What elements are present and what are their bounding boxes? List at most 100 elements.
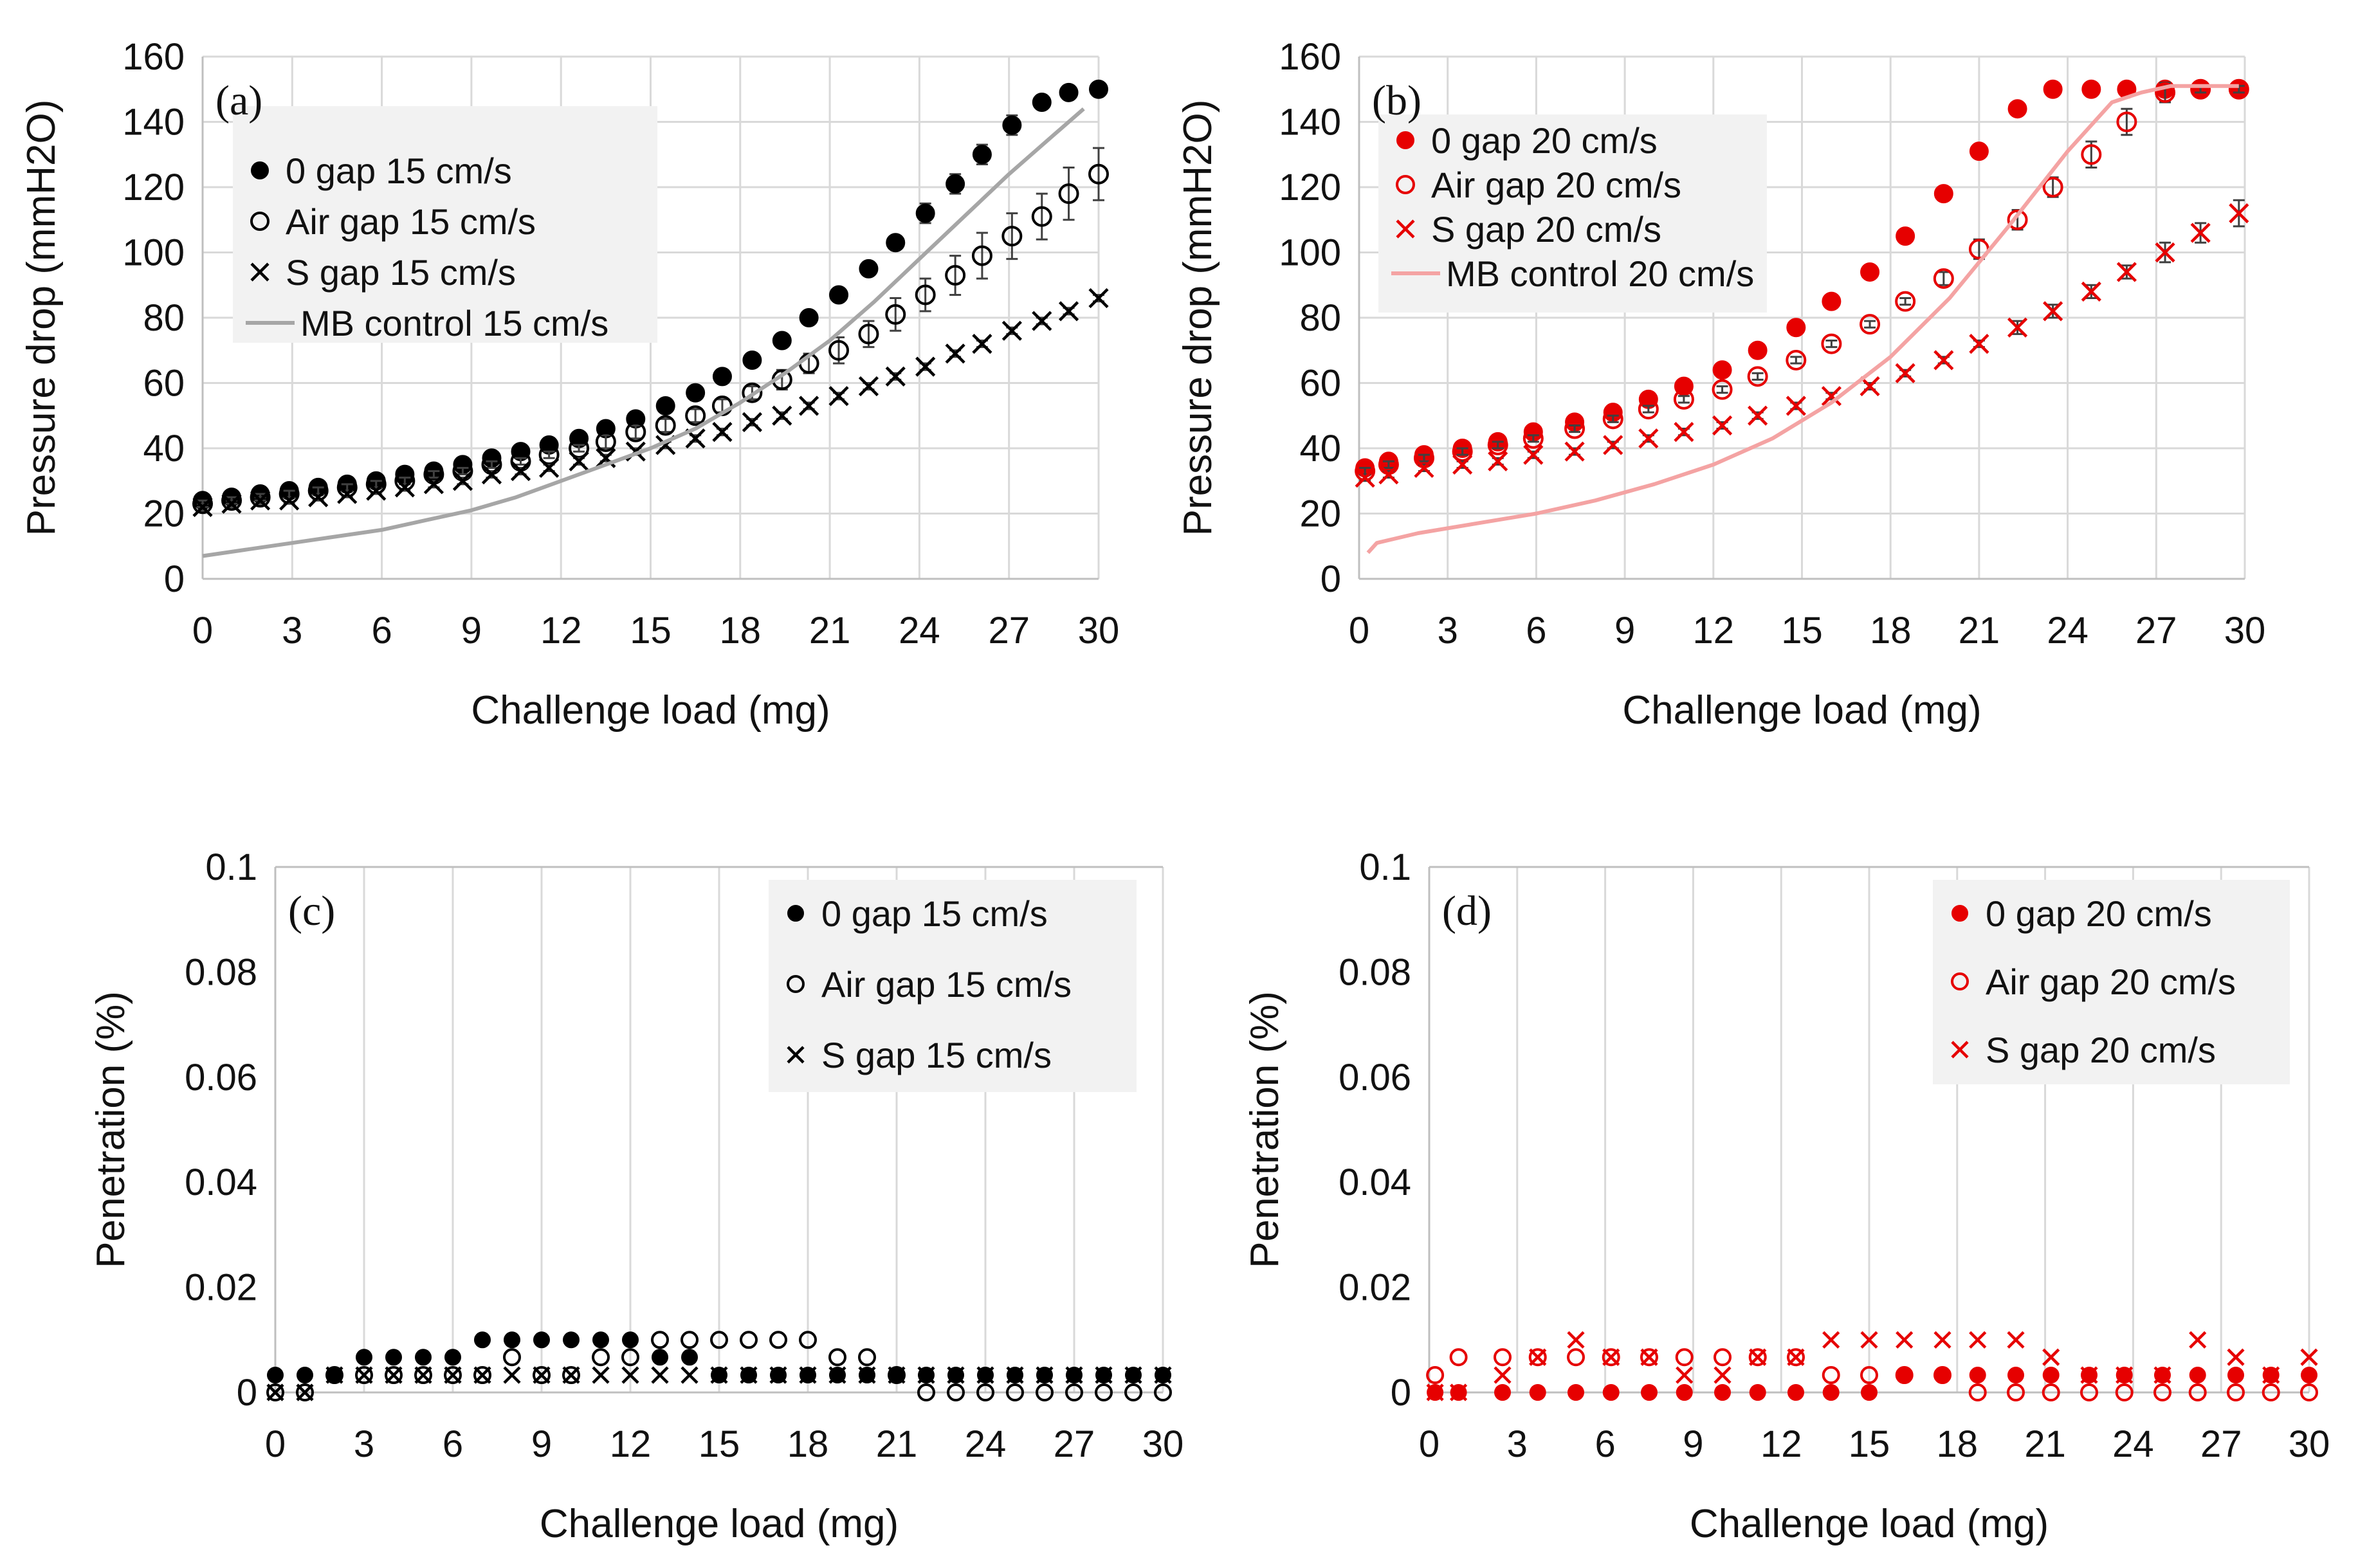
data-point — [712, 367, 732, 387]
data-point-stroke — [481, 464, 502, 485]
data-point — [1567, 1331, 1585, 1349]
data-point — [769, 1366, 787, 1384]
legend-marker — [787, 1046, 805, 1064]
data-point — [1860, 314, 1881, 335]
data-point — [2116, 262, 2137, 282]
data-point — [2227, 1367, 2244, 1384]
data-point — [2227, 1348, 2245, 1366]
data-point — [1564, 418, 1586, 439]
data-point — [563, 1331, 580, 1349]
data-point — [655, 415, 676, 436]
data-point — [510, 460, 531, 482]
data-point — [1786, 318, 1806, 338]
data-point — [681, 1331, 699, 1349]
data-point — [250, 487, 271, 508]
data-point — [444, 1366, 462, 1384]
data-point — [279, 490, 300, 511]
series-x — [266, 1366, 1172, 1401]
data-point-stroke — [1749, 1348, 1767, 1366]
data-point — [385, 1366, 403, 1384]
data-point-stroke — [828, 386, 849, 406]
data-point — [1449, 1348, 1468, 1367]
legend-marker — [251, 161, 269, 179]
data-point — [325, 1366, 343, 1384]
data-point — [250, 490, 271, 511]
legend-box — [769, 880, 1137, 1092]
x-tick-label: 24 — [2047, 610, 2088, 652]
x-tick-label: 9 — [461, 610, 482, 652]
data-point — [1969, 1367, 1986, 1384]
data-point — [1426, 1383, 1444, 1401]
data-point — [2262, 1383, 2280, 1401]
data-point — [1006, 1383, 1024, 1401]
data-point — [799, 396, 819, 416]
data-point — [1452, 454, 1473, 475]
data-point — [2189, 1367, 2206, 1384]
y-tick-label: 0.04 — [1339, 1162, 1411, 1203]
data-point — [221, 490, 242, 511]
data-point-stroke — [1822, 1331, 1840, 1349]
data-point — [1712, 379, 1733, 400]
data-point-stroke — [473, 1366, 491, 1384]
data-point — [740, 1331, 758, 1349]
y-tick-label: 0.08 — [185, 951, 257, 993]
x-tick-label: 12 — [1760, 1423, 1802, 1465]
x-tick-label: 0 — [1349, 610, 1369, 652]
data-point — [1714, 1348, 1732, 1367]
data-point — [2007, 1367, 2024, 1384]
legend-marker-stroke — [1951, 1041, 1969, 1059]
data-point-stroke — [1058, 301, 1079, 322]
data-point-stroke — [1378, 464, 1399, 485]
data-point — [1675, 1348, 1694, 1367]
x-tick-label: 24 — [899, 610, 940, 652]
data-point — [385, 1349, 402, 1366]
x-tick-label: 0 — [192, 610, 213, 652]
data-point-stroke — [1787, 1348, 1805, 1366]
x-tick-label: 15 — [630, 610, 672, 652]
y-tick-label: 0.02 — [185, 1267, 257, 1309]
data-point — [885, 304, 906, 325]
data-point-stroke — [562, 1366, 580, 1384]
y-tick-label: 0.1 — [205, 846, 257, 888]
x-tick-label: 27 — [2135, 610, 2177, 652]
legend: 0 gap 15 cm/s Air gap 15 cm/s S gap 15 cm/… — [233, 106, 657, 343]
x-tick-label: 24 — [2112, 1423, 2154, 1465]
data-point — [297, 1367, 313, 1384]
data-point — [325, 1366, 343, 1385]
legend-marker — [1951, 1041, 1969, 1059]
y-tick-label: 60 — [1299, 363, 1341, 405]
data-point-stroke — [1602, 1348, 1620, 1366]
data-point — [415, 1349, 432, 1366]
y-tick-label: 100 — [122, 232, 185, 274]
data-point — [2081, 79, 2101, 99]
legend-box — [233, 106, 657, 343]
data-point — [1969, 334, 1989, 354]
panel-label: (d) — [1442, 888, 1492, 934]
data-point — [1676, 1366, 1694, 1384]
data-point — [355, 1366, 373, 1385]
data-point-stroke — [685, 428, 706, 449]
data-point — [2007, 317, 2028, 338]
data-point — [592, 1348, 610, 1367]
data-point-stroke — [858, 1366, 876, 1384]
legend-label: Air gap 20 cm/s — [1431, 165, 1681, 205]
legend-box — [1378, 114, 1767, 313]
panel-d: 0 3 6 9 12 15 18 21 24 27 30 0 0.02 0.04 0.06 0.08 0.1 Ch… — [1243, 846, 2330, 1546]
legend-marker — [1951, 905, 1968, 922]
data-point — [651, 1331, 669, 1349]
x-tick-label: 27 — [1054, 1423, 1095, 1465]
data-point — [1822, 1331, 1840, 1349]
data-point-stroke — [221, 493, 242, 514]
data-point — [1822, 291, 1842, 311]
legend-label: Air gap 15 cm/s — [286, 201, 536, 242]
data-point — [221, 493, 242, 514]
data-point — [1095, 1366, 1113, 1384]
data-point — [1896, 1331, 1914, 1349]
x-axis-title: Challenge load (mg) — [471, 688, 830, 733]
data-point — [266, 1383, 284, 1401]
x-tick-label: 30 — [1078, 610, 1120, 652]
data-point — [685, 405, 706, 426]
x-tick-label: 9 — [1683, 1423, 1703, 1465]
legend-label: S gap 20 cm/s — [1986, 1030, 2216, 1070]
data-point — [828, 1348, 846, 1367]
